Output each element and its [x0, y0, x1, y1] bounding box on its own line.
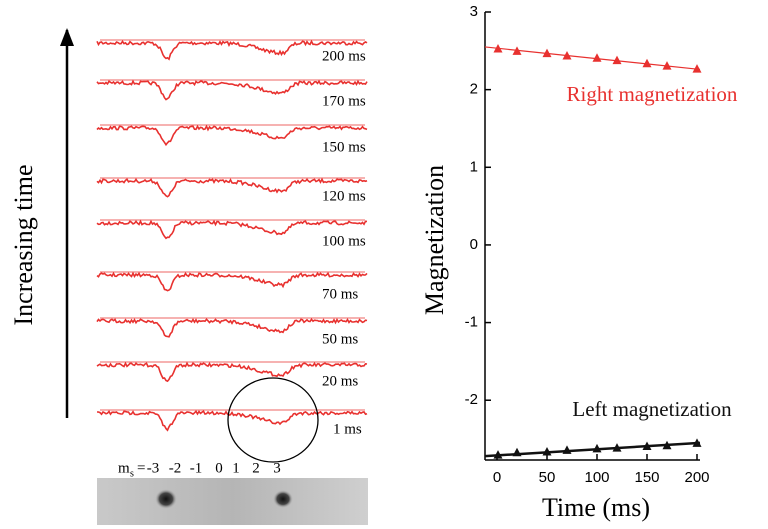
y-tick-label: -1: [465, 314, 478, 331]
data-point: [493, 43, 503, 53]
data-point: [542, 48, 552, 58]
time-label: 1 ms: [333, 421, 362, 437]
trend-line: [484, 46, 701, 71]
data-point: [493, 450, 503, 459]
spectrum-trace: [96, 39, 368, 61]
data-point: [562, 50, 572, 60]
atom-cloud: [155, 489, 177, 509]
chart: -2 -1 0 1 2 3 0 50 100 150 200 Time (ms) Magnetizati…: [420, 3, 738, 522]
ms-value: -1: [190, 460, 203, 476]
spectrum-trace: [96, 124, 368, 147]
ms-labels: m s = -3 -2 -1 0 1 2 3: [118, 460, 281, 479]
ms-value: -2: [169, 460, 182, 476]
y-tick-label: 2: [470, 81, 478, 98]
image-strip: [97, 478, 368, 525]
time-label: 200 ms: [322, 48, 366, 64]
x-tick-label: 150: [634, 469, 659, 486]
data-point: [692, 438, 702, 447]
trend-line: [484, 441, 701, 458]
data-point: [662, 61, 672, 70]
x-tick-label: 50: [539, 469, 556, 486]
time-label: 170 ms: [322, 93, 366, 109]
spectrum-trace: [96, 361, 368, 383]
series-label: Left magnetization: [572, 397, 732, 421]
x-axis-label: Time (ms): [542, 493, 650, 522]
spectrum-trace: [97, 409, 368, 432]
spectrum-trace: [96, 271, 368, 292]
data-point: [662, 440, 672, 450]
highlight-circle: [227, 377, 319, 463]
ms-value: 2: [252, 460, 260, 476]
spectrum-trace: [96, 219, 368, 240]
x-tick-label: 100: [584, 469, 609, 486]
ms-value: 3: [273, 460, 281, 476]
spectrum-trace: [96, 317, 368, 338]
ms-equals: =: [137, 460, 145, 476]
data-point: [512, 447, 522, 457]
data-point: [612, 443, 622, 452]
time-label: 150 ms: [322, 139, 366, 155]
data-point: [512, 46, 522, 55]
data-point: [642, 441, 652, 451]
data-point: [562, 445, 572, 454]
ms-value: -3: [147, 460, 160, 476]
x-tick-label: 200: [684, 469, 709, 486]
y-axis-label: Magnetization: [420, 165, 449, 315]
series-label: Right magnetization: [567, 82, 738, 106]
arrow-head: [60, 28, 74, 46]
spectrum-trace: [96, 79, 368, 101]
data-point: [612, 55, 622, 65]
ms-value: 1: [232, 460, 240, 476]
y-tick-label: 3: [470, 3, 478, 20]
spectra: 200 ms 170 ms 150 ms 120 ms 100 ms 70 ms 50 ms…: [96, 39, 368, 437]
ms-subscript: s: [130, 468, 134, 479]
data-point: [592, 443, 602, 453]
y-tick-label: 0: [470, 236, 478, 253]
time-label: 120 ms: [322, 188, 366, 204]
ms-symbol: m: [118, 460, 130, 476]
time-label: 20 ms: [322, 373, 358, 389]
x-tick-label: 0: [493, 469, 501, 486]
data-point: [642, 58, 652, 68]
spectrum-trace: [96, 177, 368, 198]
time-axis-label: Increasing time: [9, 165, 38, 326]
time-label: 70 ms: [322, 286, 358, 302]
data-point: [692, 64, 702, 73]
atom-cloud: [273, 490, 293, 508]
y-tick-label: -2: [465, 391, 478, 408]
data-point: [542, 446, 552, 456]
y-tick-label: 1: [470, 158, 478, 175]
time-label: 50 ms: [322, 331, 358, 347]
ms-value: 0: [215, 460, 223, 476]
time-label: 100 ms: [322, 233, 366, 249]
data-point: [592, 53, 602, 62]
